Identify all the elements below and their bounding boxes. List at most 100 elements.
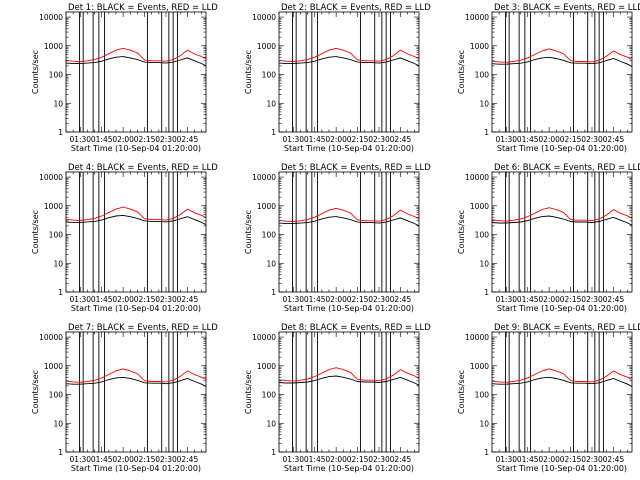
panel-title: Det 7: BLACK = Events, RED = LLD [68,323,218,333]
x-tick-label: 02:00 [538,135,560,144]
x-tick-label: 02:15 [134,455,156,464]
y-tick-label: 10000 [465,333,489,342]
y-tick-label: 10000 [39,333,63,342]
plot-frame [278,11,420,133]
y-tick-label: 100 [49,391,64,400]
x-tick-label: 02:00 [112,135,134,144]
x-axis-label: Start Time (10-Sep-04 01:20:00) [284,144,414,153]
panel-title: Det 1: BLACK = Events, RED = LLD [68,3,218,13]
plot-frame [65,171,207,293]
y-axis-label: Counts/sec [244,50,253,94]
x-tick-label: 01:30 [495,135,517,144]
y-tick-label: 1000 [257,362,276,371]
y-tick-label: 10 [266,259,276,268]
series-line [278,375,420,386]
y-axis-label: Counts/sec [31,370,40,414]
x-tick-label: 01:45 [91,135,113,144]
y-tick-label: 10000 [39,13,63,22]
x-axis-label: Start Time (10-Sep-04 01:20:00) [284,304,414,313]
x-tick-label: 02:00 [325,455,347,464]
x-axis-label: Start Time (10-Sep-04 01:20:00) [71,464,201,473]
x-tick-label: 01:30 [282,295,304,304]
x-axis-label: Start Time (10-Sep-04 01:20:00) [71,304,201,313]
plot-frame [65,11,207,133]
x-tick-label: 01:30 [69,135,91,144]
plot-frame [278,331,420,453]
x-tick-label: 01:30 [495,295,517,304]
x-tick-label: 02:30 [368,135,390,144]
y-tick-label: 1000 [257,42,276,51]
panel-det-3: Det 3: BLACK = Events, RED = LLD 1 10 100 10… [457,3,640,153]
panel-det-2: Det 2: BLACK = Events, RED = LLD 1 10 100 10… [244,3,431,153]
y-axis-label: Counts/sec [457,370,466,414]
x-tick-label: 02:30 [368,455,390,464]
y-tick-label: 100 [262,391,277,400]
x-axis-label: Start Time (10-Sep-04 01:20:00) [497,464,627,473]
panel-det-8: Det 8: BLACK = Events, RED = LLD 1 10 100 10… [244,323,431,473]
y-tick-label: 10000 [252,333,276,342]
y-tick-label: 10000 [252,173,276,182]
y-tick-label: 100 [262,71,277,80]
series-line [491,215,633,226]
x-tick-label: 02:00 [112,455,134,464]
x-axis-label: Start Time (10-Sep-04 01:20:00) [71,144,201,153]
x-tick-label: 01:30 [282,135,304,144]
panel-det-7: Det 7: BLACK = Events, RED = LLD 1 10 100 10… [31,323,218,473]
y-tick-label: 100 [49,231,64,240]
panel-title: Det 2: BLACK = Events, RED = LLD [281,3,431,13]
x-tick-label: 02:15 [134,295,156,304]
x-tick-label: 02:30 [368,295,390,304]
plot-frame [491,171,633,293]
x-tick-label: 02:45 [390,455,412,464]
y-tick-label: 10 [266,99,276,108]
y-tick-label: 100 [475,231,490,240]
y-tick-label: 10 [53,99,63,108]
panel-title: Det 5: BLACK = Events, RED = LLD [281,163,431,173]
y-tick-label: 1 [271,448,276,457]
x-tick-label: 02:00 [112,295,134,304]
x-tick-label: 02:15 [347,135,369,144]
y-tick-label: 10 [266,419,276,428]
x-tick-label: 02:30 [581,135,603,144]
series-line [65,368,207,383]
x-tick-label: 02:15 [347,455,369,464]
plot-frame [491,11,633,133]
panel-title: Det 8: BLACK = Events, RED = LLD [281,323,431,333]
plot-frame [491,331,633,453]
y-tick-label: 100 [262,231,277,240]
x-tick-label: 01:45 [91,295,113,304]
x-tick-label: 02:30 [155,135,177,144]
x-tick-label: 02:15 [560,295,582,304]
x-tick-label: 02:15 [560,455,582,464]
panel-title: Det 6: BLACK = Events, RED = LLD [494,163,640,173]
x-tick-label: 02:45 [177,135,199,144]
y-axis-label: Counts/sec [31,210,40,254]
y-axis-label: Counts/sec [244,370,253,414]
y-tick-label: 1000 [44,42,63,51]
series-line [491,56,633,67]
y-tick-label: 1 [58,128,63,137]
y-tick-label: 1 [58,288,63,297]
panel-det-5: Det 5: BLACK = Events, RED = LLD 1 10 100 10… [244,163,431,313]
y-tick-label: 1 [484,448,489,457]
y-axis-label: Counts/sec [457,50,466,94]
x-tick-label: 02:45 [177,455,199,464]
series-line [65,47,207,63]
x-tick-label: 02:45 [603,455,625,464]
x-tick-label: 01:45 [304,295,326,304]
x-tick-label: 02:15 [560,135,582,144]
panel-title: Det 3: BLACK = Events, RED = LLD [494,3,640,13]
x-tick-label: 01:30 [69,455,91,464]
y-tick-label: 100 [49,71,64,80]
y-tick-label: 10 [53,419,63,428]
x-tick-label: 02:45 [603,295,625,304]
x-tick-label: 01:30 [69,295,91,304]
x-tick-label: 01:45 [517,295,539,304]
y-tick-label: 10000 [252,13,276,22]
x-tick-label: 02:00 [325,295,347,304]
y-tick-label: 10 [479,419,489,428]
x-tick-label: 02:15 [347,295,369,304]
panel-title: Det 9: BLACK = Events, RED = LLD [494,323,640,333]
y-tick-label: 1 [484,128,489,137]
x-tick-label: 01:30 [282,455,304,464]
